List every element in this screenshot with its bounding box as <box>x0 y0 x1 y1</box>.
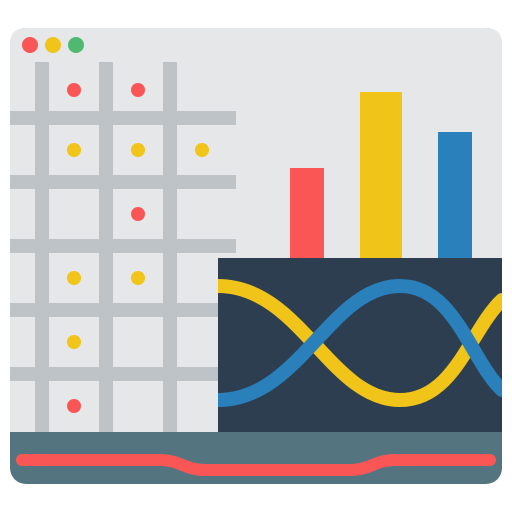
traffic-light-dot-2 <box>68 37 84 53</box>
scatter-dot-1 <box>131 83 145 97</box>
bar-1 <box>360 92 402 258</box>
scatter-dot-8 <box>67 335 81 349</box>
scatter-dot-3 <box>131 143 145 157</box>
scatter-dot-7 <box>131 271 145 285</box>
traffic-light-dot-0 <box>22 37 38 53</box>
scatter-dot-0 <box>67 83 81 97</box>
scatter-dot-4 <box>195 143 209 157</box>
analytics-window-icon <box>0 0 512 512</box>
bar-2 <box>438 132 472 258</box>
wave-panel <box>218 258 502 432</box>
scatter-dot-6 <box>67 271 81 285</box>
scatter-dot-5 <box>131 207 145 221</box>
scatter-dot-2 <box>67 143 81 157</box>
scatter-dot-9 <box>67 399 81 413</box>
traffic-light-dot-1 <box>45 37 61 53</box>
bar-0 <box>290 168 324 258</box>
